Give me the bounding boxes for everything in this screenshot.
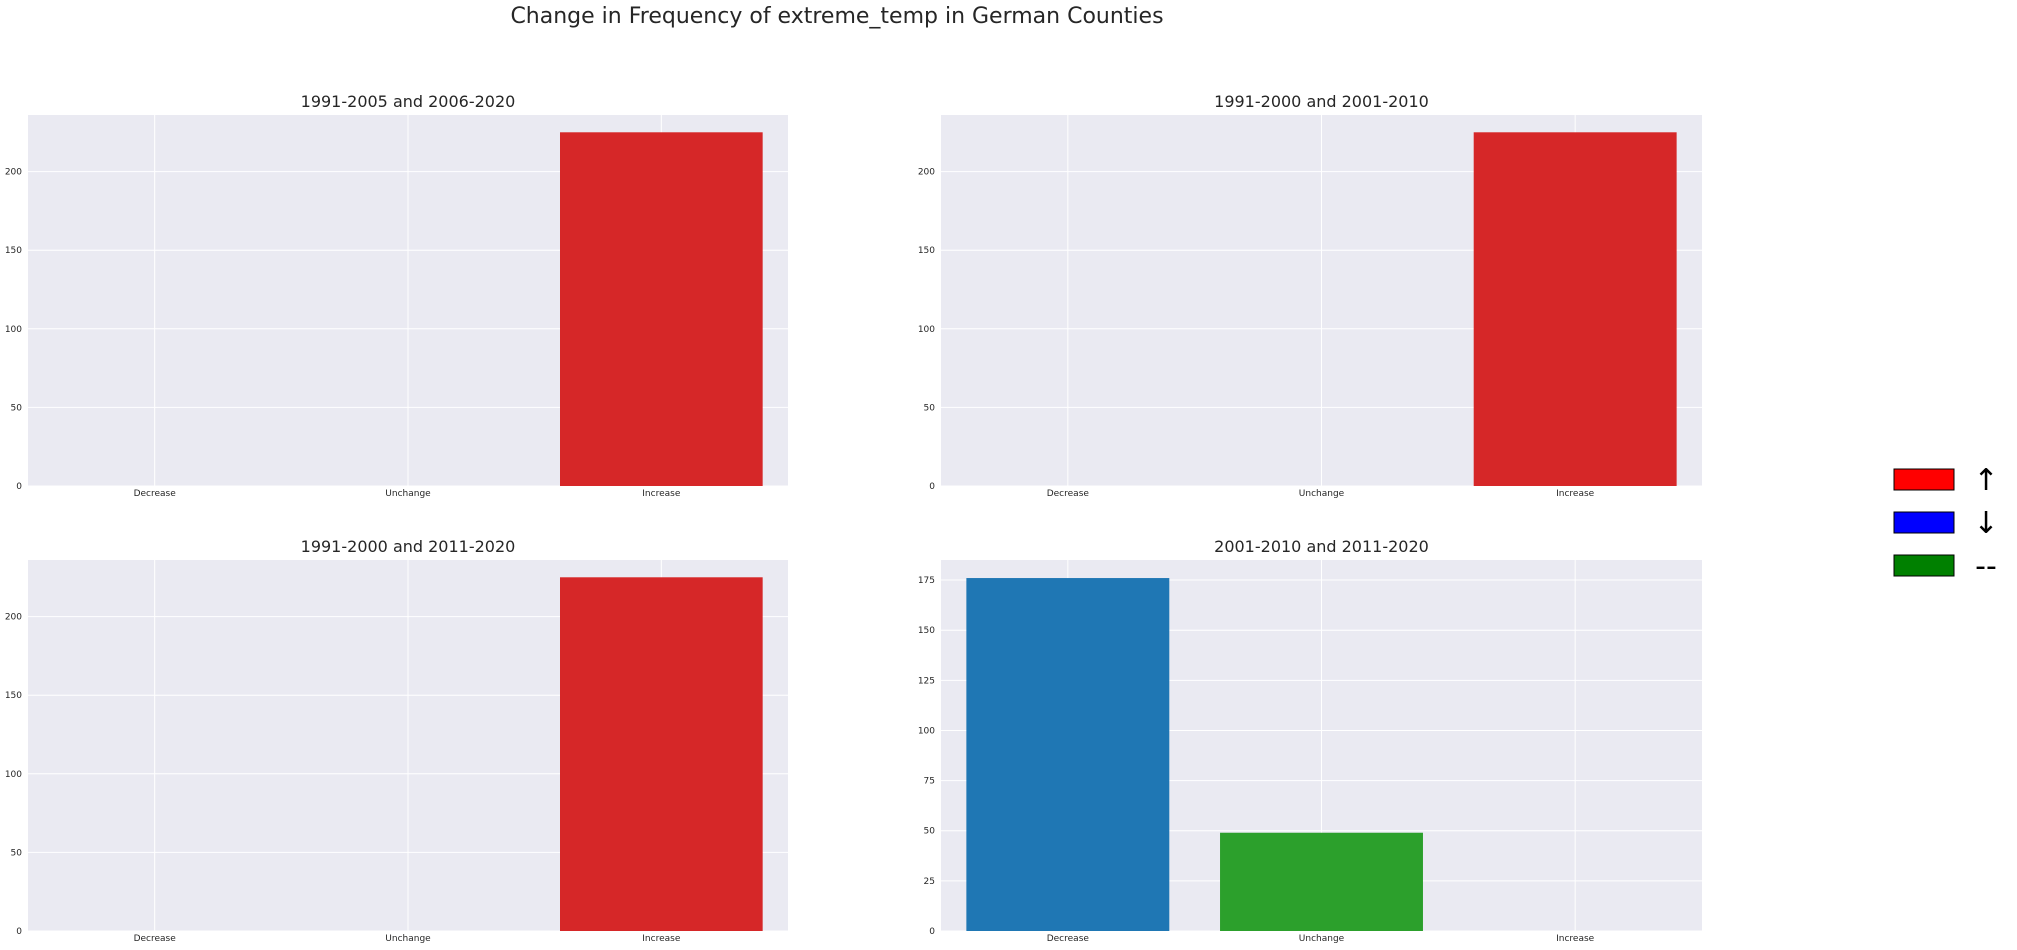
- legend-symbol: ↑: [1973, 463, 1998, 498]
- y-tick-label: 50: [11, 403, 23, 413]
- x-tick-label: Decrease: [1047, 934, 1090, 944]
- y-tick-label: 100: [5, 325, 22, 335]
- legend-swatch: [1893, 554, 1955, 577]
- y-tick-label: 100: [918, 325, 935, 335]
- x-tick-label: Increase: [642, 489, 681, 499]
- y-tick-label: 200: [918, 168, 935, 178]
- y-tick-label: 150: [5, 246, 22, 256]
- charts: 0 50 100 150 200 Decrease Unchange Increase 1991…: [5, 92, 1702, 944]
- x-tick-label: Decrease: [1047, 489, 1090, 499]
- y-tick-label: 125: [918, 676, 935, 686]
- x-tick-label: Unchange: [1299, 489, 1345, 499]
- chart-title: 1991-2000 and 2011-2020: [301, 537, 516, 556]
- y-tick-label: 0: [929, 482, 935, 492]
- bar-increase: [1473, 132, 1677, 487]
- chart-panel-3: 0 50 100 150 200 Decrease Unchange Increase 1991…: [5, 537, 788, 944]
- y-tick-label: 150: [5, 691, 22, 701]
- y-tick-label: 200: [5, 613, 22, 623]
- y-tick-label: 0: [929, 927, 935, 937]
- y-tick-label: 50: [11, 848, 23, 858]
- legend-symbol: ↓: [1973, 506, 1998, 541]
- legend: ↑ ↓ --: [1893, 463, 1999, 584]
- chart-title: 1991-2000 and 2001-2010: [1214, 92, 1429, 111]
- chart-panel-2: 0 50 100 150 200 Decrease Unchange Increase 1991…: [918, 92, 1702, 499]
- x-tick-label: Unchange: [385, 489, 431, 499]
- legend-swatch: [1893, 468, 1955, 491]
- figure-title: Change in Frequency of extreme_temp in G…: [510, 4, 1163, 29]
- y-tick-label: 50: [924, 827, 936, 837]
- bar-unchange: [1220, 832, 1423, 931]
- y-tick-label: 100: [918, 726, 935, 736]
- y-tick-label: 150: [918, 626, 935, 636]
- chart-panel-4: 0 25 50 75 100 125 150 175 Decrease Unchange Incre…: [918, 537, 1702, 944]
- x-tick-label: Unchange: [1299, 934, 1345, 944]
- x-tick-label: Decrease: [134, 934, 177, 944]
- y-tick-label: 100: [5, 770, 22, 780]
- y-tick-label: 150: [918, 246, 935, 256]
- legend-swatch: [1893, 511, 1955, 534]
- y-tick-label: 175: [918, 576, 935, 586]
- y-tick-label: 200: [5, 168, 22, 178]
- chart-title: 2001-2010 and 2011-2020: [1214, 537, 1429, 556]
- bar-decrease: [966, 578, 1170, 931]
- x-tick-label: Increase: [1556, 489, 1595, 499]
- bar-increase: [560, 132, 763, 487]
- x-tick-label: Increase: [642, 934, 681, 944]
- chart-title: 1991-2005 and 2006-2020: [301, 92, 516, 111]
- x-tick-label: Increase: [1556, 934, 1595, 944]
- x-tick-label: Decrease: [134, 489, 177, 499]
- bar-increase: [560, 577, 763, 931]
- x-tick-label: Unchange: [385, 934, 431, 944]
- y-tick-label: 75: [924, 777, 935, 787]
- y-tick-label: 50: [924, 403, 936, 413]
- y-tick-label: 25: [924, 877, 935, 887]
- legend-symbol: --: [1975, 549, 1997, 584]
- y-tick-label: 0: [16, 927, 22, 937]
- y-tick-label: 0: [16, 482, 22, 492]
- chart-panel-1: 0 50 100 150 200 Decrease Unchange Increase 1991…: [5, 92, 788, 499]
